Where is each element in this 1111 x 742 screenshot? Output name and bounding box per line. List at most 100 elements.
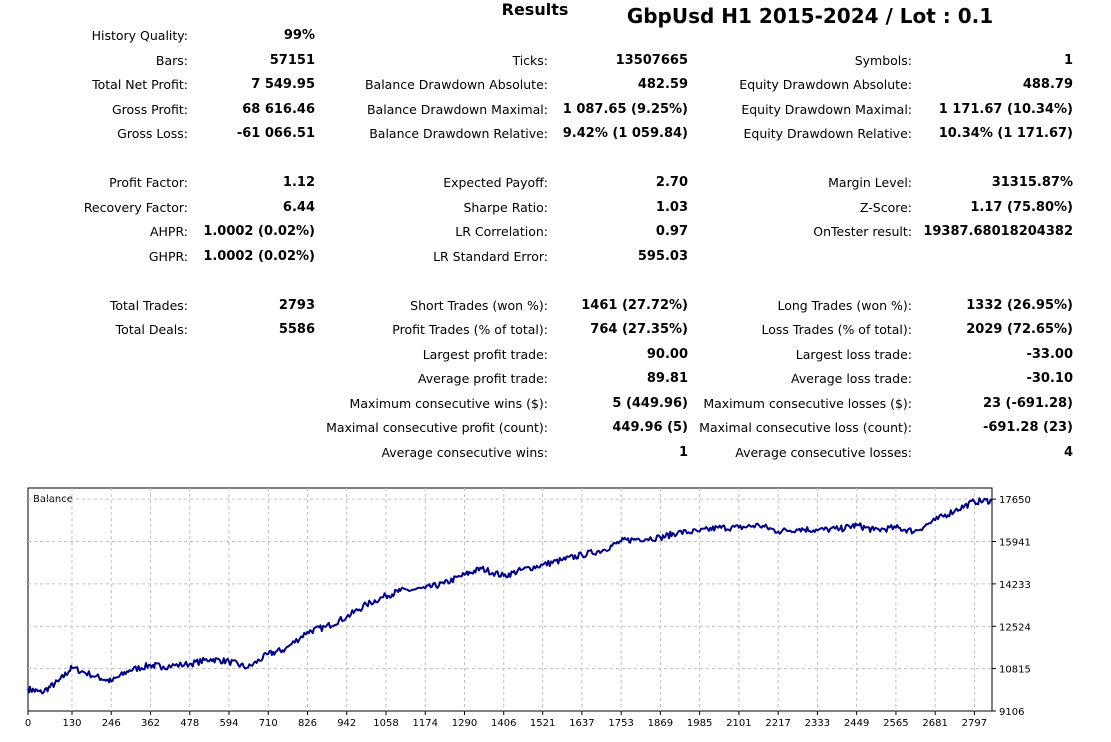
stat-value: 595.03 — [637, 248, 688, 264]
stat-value: 5 (449.96) — [612, 395, 688, 411]
x-tick-label: 2565 — [883, 718, 908, 729]
stat-value: 2.70 — [655, 175, 688, 190]
stat-value: 1.0002 (0.02%) — [203, 224, 315, 239]
y-tick-label: 14233 — [999, 580, 1031, 591]
x-tick-label: 1753 — [608, 718, 633, 729]
stat-label: Total Deals: — [115, 322, 188, 337]
stat-label: Total Trades: — [109, 297, 188, 313]
x-tick-label: 1174 — [413, 718, 438, 729]
plot-frame — [27, 487, 993, 712]
stat-value: 2793 — [278, 297, 315, 313]
x-tick-label: 1058 — [373, 718, 398, 729]
stat-label: Margin Level: — [828, 175, 912, 190]
stat-label: Gross Profit: — [111, 101, 188, 117]
stat-value: 1 — [1063, 52, 1073, 68]
stat-label: Balance Drawdown Relative: — [369, 126, 548, 141]
stat-value: 449.96 (5) — [612, 420, 688, 435]
stat-label: AHPR: — [149, 224, 188, 239]
x-tick-label: 826 — [298, 718, 317, 729]
stat-label: Profit Trades (% of total): — [392, 322, 548, 337]
stat-label: Equity Drawdown Absolute: — [739, 77, 912, 92]
stat-label: Symbols: — [854, 52, 912, 68]
x-tick-label: 2449 — [844, 718, 869, 729]
stat-label: Average profit trade: — [417, 371, 548, 386]
stat-value: 1 — [678, 444, 688, 460]
x-tick-label: 594 — [219, 718, 238, 729]
x-tick-label: 0 — [25, 718, 31, 729]
stat-value: 6.44 — [282, 199, 315, 215]
x-tick-label: 2681 — [922, 718, 947, 729]
x-tick-label: 362 — [141, 718, 160, 729]
stat-label: Sharpe Ratio: — [463, 199, 548, 215]
stat-value: -691.28 (23) — [982, 420, 1073, 435]
x-tick-label: 942 — [337, 718, 356, 729]
stat-label: Maximal consecutive profit (count): — [326, 420, 548, 435]
stat-value: 1 087.65 (9.25%) — [562, 101, 688, 117]
stat-label: Equity Drawdown Maximal: — [741, 101, 912, 117]
stat-value: 1.03 — [655, 199, 688, 215]
stat-value: 482.59 — [637, 77, 688, 92]
stat-label: Ticks: — [512, 52, 548, 68]
stat-label: History Quality: — [91, 28, 188, 43]
stat-value: 0.97 — [655, 224, 688, 239]
x-tick-label: 1521 — [530, 718, 555, 729]
stat-value: 23 (-691.28) — [982, 395, 1073, 411]
stat-label: Maximum consecutive losses ($): — [703, 395, 912, 411]
stat-value: 1332 (26.95%) — [966, 297, 1073, 313]
stat-label: Short Trades (won %): — [410, 297, 548, 313]
x-tick-label: 130 — [62, 718, 81, 729]
stat-label: Maximal consecutive loss (count): — [699, 420, 912, 435]
stat-label: Gross Loss: — [117, 126, 188, 141]
stat-value: -61 066.51 — [236, 126, 315, 141]
x-tick-label: 2217 — [765, 718, 790, 729]
stat-label: GHPR: — [148, 248, 188, 264]
stat-label: Average consecutive wins: — [381, 444, 548, 460]
stat-label: Balance Drawdown Maximal: — [366, 101, 548, 117]
stat-value: 764 (27.35%) — [590, 322, 688, 337]
x-tick-label: 246 — [102, 718, 121, 729]
stat-value: 9.42% (1 059.84) — [562, 126, 688, 141]
stat-value: 19387.68018204382 — [923, 224, 1073, 239]
stat-value: 90.00 — [646, 346, 688, 362]
stat-label: Equity Drawdown Relative: — [743, 126, 912, 141]
x-tick-label: 1985 — [687, 718, 712, 729]
stat-value: 1.0002 (0.02%) — [203, 248, 315, 264]
stat-value: 4 — [1063, 444, 1073, 460]
stat-label: Z-Score: — [859, 199, 912, 215]
y-tick-label: 10815 — [999, 665, 1031, 676]
x-tick-label: 2797 — [962, 718, 987, 729]
x-tick-label: 478 — [180, 718, 199, 729]
y-tick-label: 12524 — [999, 622, 1031, 633]
x-tick-label: 1290 — [452, 718, 477, 729]
y-tick-label: 9106 — [999, 707, 1024, 718]
stat-label: Profit Factor: — [109, 175, 188, 190]
stat-value: 99% — [283, 28, 315, 43]
stat-label: Largest loss trade: — [795, 346, 912, 362]
stat-value: 1.17 (75.80%) — [970, 199, 1073, 215]
y-tick-label: 17650 — [999, 495, 1031, 506]
stat-value: 2029 (72.65%) — [966, 322, 1073, 337]
stat-value: 68 616.46 — [242, 101, 315, 117]
stat-label: Total Net Profit: — [92, 77, 188, 92]
stat-label: Bars: — [155, 52, 188, 68]
stat-value: 5586 — [278, 322, 315, 337]
x-tick-label: 2333 — [805, 718, 830, 729]
stat-label: Recovery Factor: — [83, 199, 188, 215]
x-tick-label: 1869 — [648, 718, 673, 729]
stat-value: 57151 — [269, 52, 315, 68]
x-tick-label: 710 — [259, 718, 278, 729]
y-tick-label: 15941 — [999, 538, 1031, 549]
balance-line — [27, 497, 993, 695]
x-tick-label: 2101 — [726, 718, 751, 729]
stat-value: 10.34% (1 171.67) — [938, 126, 1073, 141]
stat-value: 7 549.95 — [251, 77, 315, 92]
stat-value: 1.12 — [282, 175, 315, 190]
stat-value: -33.00 — [1026, 346, 1073, 362]
stat-label: Largest profit trade: — [422, 346, 548, 362]
stat-label: Average loss trade: — [791, 371, 912, 386]
stat-value: 488.79 — [1022, 77, 1073, 92]
stat-label: Loss Trades (% of total): — [761, 322, 912, 337]
stat-value: 31315.87% — [991, 175, 1073, 190]
stat-label: LR Correlation: — [455, 224, 548, 239]
